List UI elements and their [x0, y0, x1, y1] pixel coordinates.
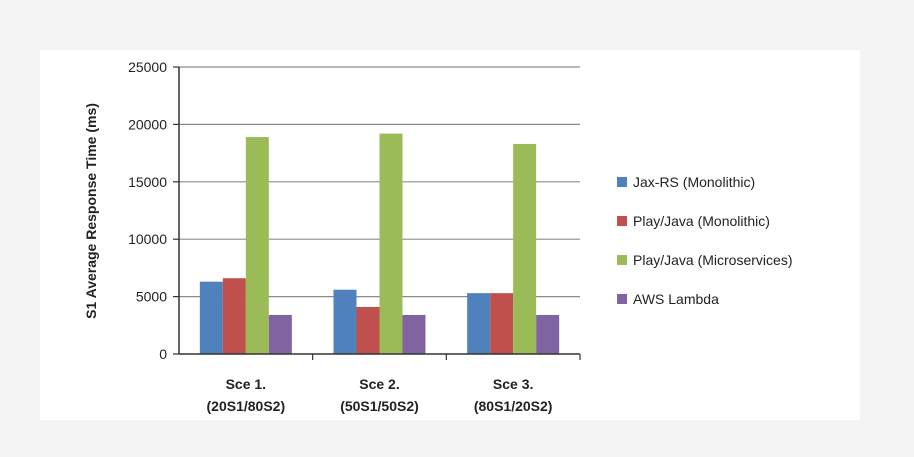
legend-label: AWS Lambda: [633, 291, 719, 307]
y-axis-title: S1 Average Response Time (ms): [83, 103, 99, 319]
bar: [536, 314, 560, 354]
y-tick-label: 5000: [136, 289, 167, 305]
y-tick-label: 25000: [128, 59, 167, 75]
y-tick-label: 20000: [128, 116, 167, 132]
x-tick-label: Sce 2.: [359, 376, 399, 392]
bar: [245, 137, 269, 354]
legend: Jax-RS (Monolithic) Play/Java (Monolithic…: [617, 174, 792, 307]
y-tick-label: 0: [159, 346, 167, 362]
legend-swatch: [617, 255, 627, 265]
x-tick-label: (20S1/80S2): [207, 398, 286, 414]
y-tick-label: 10000: [128, 231, 167, 247]
bar: [268, 314, 292, 354]
bar: [467, 293, 491, 354]
legend-label: Play/Java (Microservices): [633, 252, 792, 268]
axes: 0 5000 10000 15000 20000 25000 Sce 1. (20S1/80S…: [128, 59, 581, 414]
x-tick-label: (50S1/50S2): [340, 398, 419, 414]
bar: [199, 281, 223, 354]
chart-panel: [40, 50, 860, 420]
x-tick-label: Sce 3.: [493, 376, 533, 392]
legend-label: Jax-RS (Monolithic): [633, 174, 755, 190]
legend-swatch: [617, 177, 627, 187]
bar: [379, 133, 403, 354]
bar: [402, 314, 426, 354]
bar: [333, 289, 357, 354]
bars: [199, 133, 560, 354]
bar: [490, 293, 514, 354]
legend-swatch: [617, 216, 627, 226]
bar: [222, 278, 246, 354]
y-tick-label: 15000: [128, 174, 167, 190]
legend-label: Play/Java (Monolithic): [633, 213, 770, 229]
legend-swatch: [617, 294, 627, 304]
x-tick-label: (80S1/20S2): [474, 398, 553, 414]
x-tick-label: Sce 1.: [226, 376, 266, 392]
bar: [513, 143, 537, 354]
bar: [356, 306, 380, 354]
